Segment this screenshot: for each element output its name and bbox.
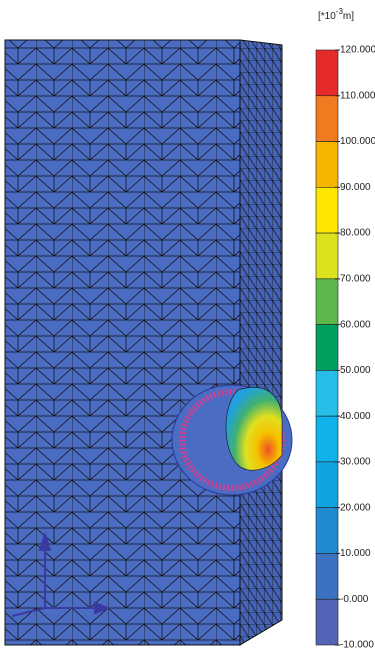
legend-label: 20.000 (340, 502, 371, 513)
legend-label: 30.000 (340, 457, 371, 468)
legend-band (316, 142, 338, 188)
model (5, 40, 292, 645)
legend-label: 60.000 (340, 319, 371, 330)
legend-label: 110.000 (340, 90, 375, 101)
side-face (240, 40, 282, 645)
unit-suffix: m] (343, 11, 354, 22)
legend: [*10-3m] 120.000 110.000 100.000 90.000 80.0… (316, 7, 375, 651)
legend-label: 100.000 (340, 136, 375, 147)
legend-label: 50.000 (340, 365, 371, 376)
legend-label: 10.000 (340, 548, 371, 559)
legend-unit: [*10-3m] (318, 7, 354, 22)
scene: [*10-3m] 120.000 110.000 100.000 90.000 80.0… (0, 0, 375, 655)
legend-band (316, 462, 338, 508)
legend-band (316, 370, 338, 416)
legend-band (316, 187, 338, 233)
unit-prefix: [*10 (318, 11, 336, 22)
legend-band (316, 553, 338, 599)
legend-band (316, 96, 338, 142)
legend-band (316, 50, 338, 96)
legend-label: 70.000 (340, 273, 371, 284)
legend-label: 80.000 (340, 228, 371, 239)
legend-band (316, 416, 338, 462)
legend-label: -0.000 (340, 594, 369, 605)
front-face (5, 40, 240, 645)
legend-band (316, 599, 338, 645)
legend-band (316, 233, 338, 279)
legend-label: 40.000 (340, 411, 371, 422)
legend-band (316, 508, 338, 554)
legend-band (316, 325, 338, 371)
legend-band (316, 279, 338, 325)
legend-label: 120.000 (340, 45, 375, 56)
displacement-zone (226, 387, 282, 470)
legend-label: 90.000 (340, 182, 371, 193)
legend-label: -10.000 (340, 640, 374, 651)
